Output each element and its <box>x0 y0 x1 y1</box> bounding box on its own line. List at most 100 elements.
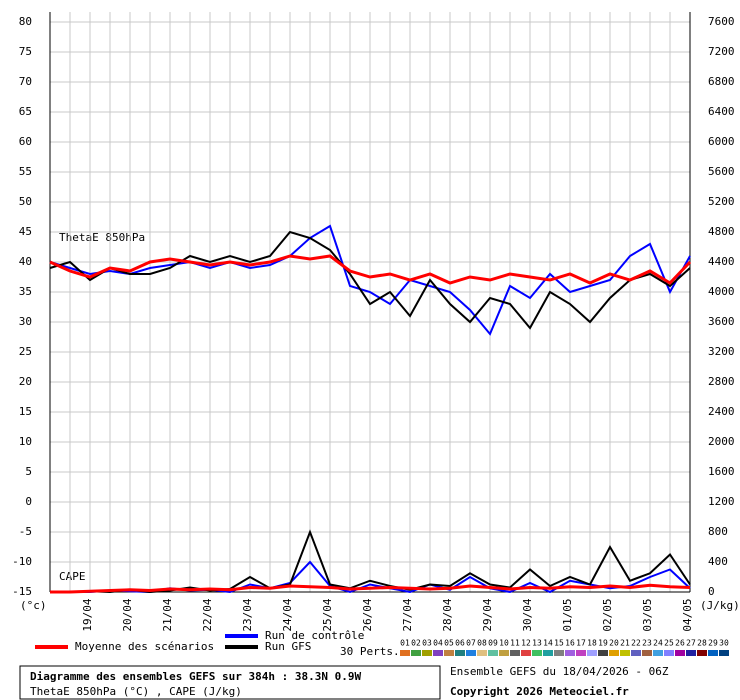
y-tick-label: -5 <box>19 525 32 538</box>
perts-label: 30 Perts. <box>340 645 400 658</box>
y2-tick-label: 0 <box>708 585 715 598</box>
y-tick-label: 70 <box>19 75 32 88</box>
member-label: 19 <box>598 639 608 648</box>
member-swatch <box>510 650 520 656</box>
y2-tick-label: 3600 <box>708 315 735 328</box>
y-tick-label: 5 <box>25 465 32 478</box>
member-swatch <box>642 650 652 656</box>
y2-unit: (J/kg) <box>700 599 740 612</box>
member-label: 06 <box>455 639 465 648</box>
member-swatch <box>532 650 542 656</box>
y2-tick-label: 7200 <box>708 45 735 58</box>
member-swatch <box>565 650 575 656</box>
legend-label: Run GFS <box>265 640 311 653</box>
y2-tick-label: 400 <box>708 555 728 568</box>
member-label: 13 <box>532 639 542 648</box>
y2-tick-label: 4000 <box>708 285 735 298</box>
x-tick-label: 30/04 <box>521 598 534 631</box>
footer-run: Ensemble GEFS du 18/04/2026 - 06Z <box>450 665 669 678</box>
y-tick-label: 80 <box>19 15 32 28</box>
member-label: 09 <box>488 639 498 648</box>
member-swatch <box>609 650 619 656</box>
member-label: 01 <box>400 639 410 648</box>
member-swatch <box>488 650 498 656</box>
member-label: 04 <box>433 639 443 648</box>
y2-tick-label: 2400 <box>708 405 735 418</box>
y-tick-label: 15 <box>19 405 32 418</box>
y-tick-label: -10 <box>12 555 32 568</box>
y2-tick-label: 5200 <box>708 195 735 208</box>
y2-tick-label: 1600 <box>708 465 735 478</box>
member-label: 08 <box>477 639 487 648</box>
x-tick-label: 23/04 <box>241 598 254 631</box>
member-swatch <box>433 650 443 656</box>
member-label: 29 <box>708 639 718 648</box>
y-tick-label: 30 <box>19 315 32 328</box>
series-line <box>49 230 691 330</box>
y2-tick-label: 7600 <box>708 15 735 28</box>
theta-annotation: ThetaE 850hPa <box>59 231 145 244</box>
member-swatch <box>576 650 586 656</box>
y2-tick-label: 3200 <box>708 345 735 358</box>
x-tick-label: 20/04 <box>121 598 134 631</box>
member-label: 26 <box>675 639 685 648</box>
member-label: 05 <box>444 639 454 648</box>
member-swatch <box>664 650 674 656</box>
y-tick-label: 25 <box>19 345 32 358</box>
y-tick-label: 50 <box>19 195 32 208</box>
member-label: 22 <box>631 639 641 648</box>
member-label: 17 <box>576 639 586 648</box>
y2-tick-label: 2000 <box>708 435 735 448</box>
y2-tick-label: 2800 <box>708 375 735 388</box>
y-tick-label: 0 <box>25 495 32 508</box>
x-tick-label: 02/05 <box>601 598 614 631</box>
member-swatch <box>422 650 432 656</box>
member-swatch <box>543 650 553 656</box>
y-tick-label: 65 <box>19 105 32 118</box>
member-swatch <box>708 650 718 656</box>
legend-label: Run de contrôle <box>265 629 364 642</box>
member-label: 27 <box>686 639 696 648</box>
y-tick-label: 60 <box>19 135 32 148</box>
y-tick-label: 40 <box>19 255 32 268</box>
member-swatch <box>719 650 729 656</box>
member-label: 10 <box>499 639 509 648</box>
member-swatch <box>477 650 487 656</box>
x-tick-label: 27/04 <box>401 598 414 631</box>
member-label: 25 <box>664 639 674 648</box>
y2-tick-label: 4400 <box>708 255 735 268</box>
footer-copyright: Copyright 2026 Meteociel.fr <box>450 685 629 698</box>
x-tick-label: 24/04 <box>281 598 294 631</box>
x-tick-label: 29/04 <box>481 598 494 631</box>
y-tick-label: -15 <box>12 585 32 598</box>
member-label: 07 <box>466 639 476 648</box>
y-unit: (°c) <box>20 599 47 612</box>
x-tick-label: 04/05 <box>681 598 694 631</box>
member-swatch <box>587 650 597 656</box>
x-tick-label: 26/04 <box>361 598 374 631</box>
y-tick-label: 10 <box>19 435 32 448</box>
y2-tick-label: 1200 <box>708 495 735 508</box>
y2-tick-label: 5600 <box>708 165 735 178</box>
y2-tick-label: 6800 <box>708 75 735 88</box>
member-label: 28 <box>697 639 707 648</box>
member-label: 12 <box>521 639 531 648</box>
x-tick-label: 01/05 <box>561 598 574 631</box>
x-tick-label: 25/04 <box>321 598 334 631</box>
member-label: 30 <box>719 639 729 648</box>
y-tick-label: 35 <box>19 285 32 298</box>
member-label: 02 <box>411 639 421 648</box>
y2-tick-label: 6000 <box>708 135 735 148</box>
member-swatch <box>521 650 531 656</box>
member-swatch <box>686 650 696 656</box>
member-label: 24 <box>653 639 663 648</box>
member-swatch <box>598 650 608 656</box>
member-label: 03 <box>422 639 432 648</box>
member-label: 18 <box>587 639 597 648</box>
member-swatch <box>653 650 663 656</box>
y2-tick-label: 6400 <box>708 105 735 118</box>
y-tick-label: 45 <box>19 225 32 238</box>
x-tick-label: 21/04 <box>161 598 174 631</box>
member-swatch <box>631 650 641 656</box>
member-label: 16 <box>565 639 575 648</box>
